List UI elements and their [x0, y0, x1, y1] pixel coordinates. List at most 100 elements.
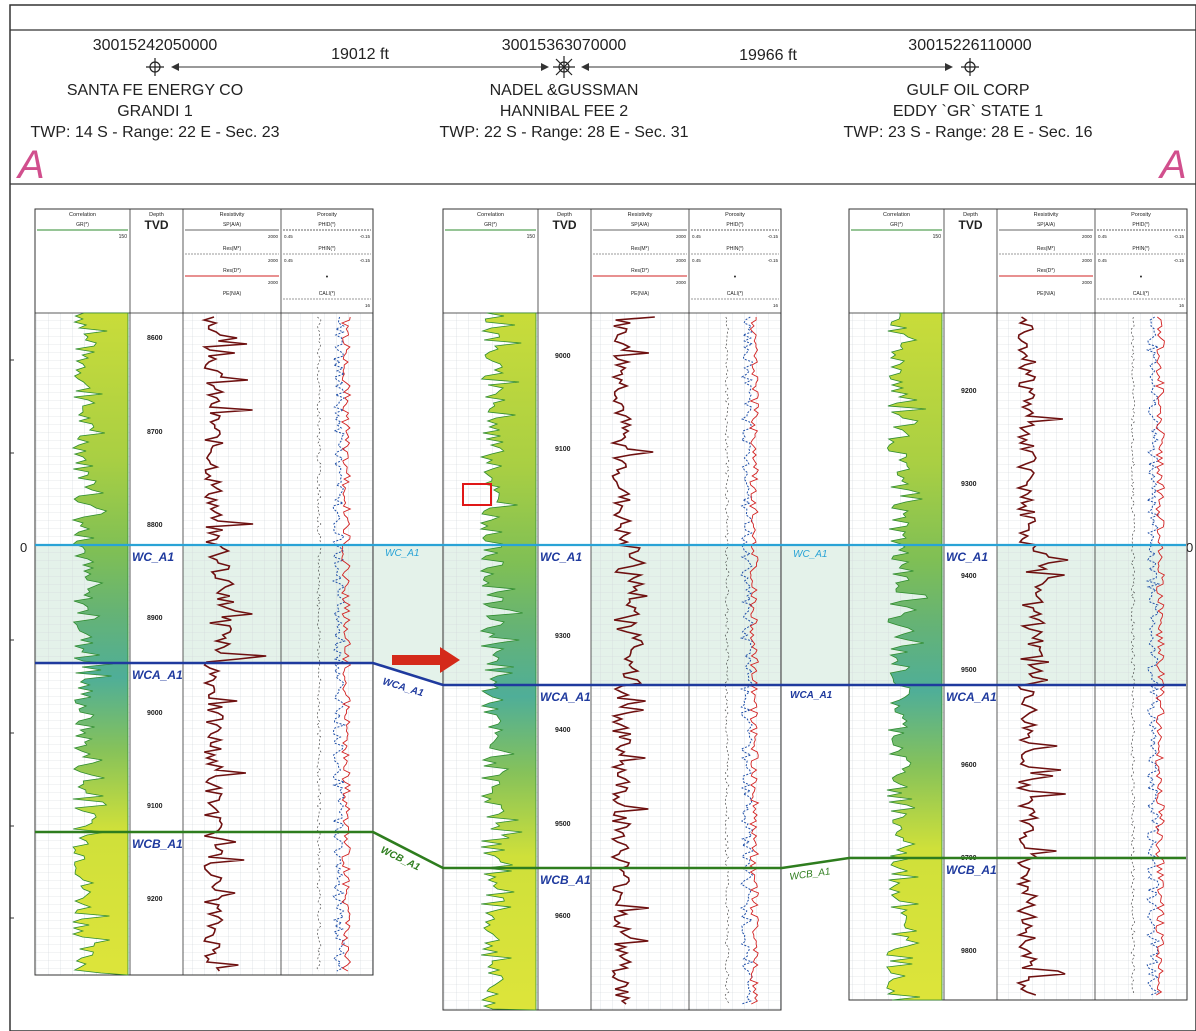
- correlation-label: WC_A1: [793, 549, 827, 560]
- header-res-scale: 2000: [268, 234, 279, 239]
- header-por-scale-a: 0.45: [1098, 258, 1107, 263]
- depth-track: [944, 313, 997, 1000]
- header-phid: PHID(*): [1132, 222, 1150, 228]
- header-tvd: TVD: [959, 218, 983, 232]
- depth-label: 9600: [961, 762, 977, 769]
- resistivity-curve: [1015, 316, 1069, 996]
- header-phin: PHIN(*): [1132, 246, 1150, 252]
- header-cali-scale: 16: [1179, 303, 1185, 308]
- neutron-porosity-curve: [739, 316, 754, 1005]
- header-gr-scale: 150: [119, 234, 128, 240]
- formation-top-label: WCA_A1: [946, 690, 997, 704]
- well-api: 30015363070000: [502, 37, 627, 54]
- header-marker: •: [1140, 274, 1143, 281]
- wca-top-line: [35, 661, 1186, 687]
- header-resm: Res(M*): [631, 246, 650, 252]
- header-porosity: Porosity: [725, 212, 745, 218]
- header-phin: PHIN(*): [726, 246, 744, 252]
- depth-label: 9000: [147, 710, 163, 717]
- gr-fill: [479, 312, 537, 1011]
- header-sp: SP(A/A): [1037, 222, 1055, 228]
- header-res-scale: 2000: [676, 280, 687, 285]
- header-porosity: Porosity: [317, 212, 337, 218]
- figure-frame: [9, 4, 1196, 1031]
- well-lease: GRANDI 1: [117, 103, 193, 120]
- header-depth: Depth: [963, 212, 978, 218]
- header-gr: GR(*): [890, 222, 903, 228]
- depth-label: 9400: [555, 727, 571, 734]
- distance-indicator-2: 19966 ft: [581, 47, 953, 71]
- well-location: TWP: 14 S - Range: 22 E - Sec. 23: [31, 124, 280, 141]
- header-gr-scale: 150: [527, 234, 536, 240]
- header-phin: PHIN(*): [318, 246, 336, 252]
- distance-label: 19012 ft: [331, 46, 389, 63]
- distance-label: 19966 ft: [739, 47, 797, 64]
- header-phid: PHID(*): [318, 222, 336, 228]
- section-label-left: A: [16, 143, 45, 187]
- depth-label: 9000: [555, 353, 571, 360]
- depth-label: 8900: [147, 615, 163, 622]
- header-sp: SP(A/A): [631, 222, 649, 228]
- header-pe: PE(N/A): [631, 291, 650, 297]
- caliper-curve: [316, 316, 322, 972]
- header-res-scale: 2000: [676, 258, 687, 263]
- wcb-top-line: [35, 830, 1186, 870]
- depth-label: 9600: [555, 913, 571, 920]
- formation-top-label: WCA_A1: [540, 690, 591, 704]
- density-porosity-curve: [340, 316, 352, 972]
- header-porosity: Porosity: [1131, 212, 1151, 218]
- track-header-box: [442, 208, 782, 314]
- formation-top-label: WCB_A1: [946, 863, 997, 877]
- depth-track: [538, 313, 591, 1010]
- header-phid: PHID(*): [726, 222, 744, 228]
- correlation-label: WCB_A1: [789, 866, 831, 883]
- header-resistivity: Resistivity: [1034, 212, 1059, 218]
- gr-fill: [886, 312, 943, 1001]
- vertical-scale-left: 0: [10, 359, 27, 919]
- formation-top-label: WC_A1: [540, 550, 582, 564]
- well-header-1: 30015242050000 SANTA FE ENERGY CO GRANDI…: [31, 37, 280, 141]
- well-api: 30015242050000: [93, 37, 218, 54]
- density-porosity-curve: [748, 317, 760, 1005]
- header-res-scale: 2000: [1082, 258, 1093, 263]
- well-api: 30015226110000: [908, 37, 1031, 54]
- header-resistivity: Resistivity: [220, 212, 245, 218]
- header-marker: •: [734, 274, 737, 281]
- neutron-porosity-curve: [331, 316, 347, 972]
- formation-top-label: WCA_A1: [132, 668, 183, 682]
- header-gr: GR(*): [484, 222, 497, 228]
- header-cali: CALI(*): [1133, 291, 1150, 297]
- track-header-box: [34, 208, 374, 314]
- depth-label: 9100: [555, 446, 571, 453]
- depth-label: 9200: [961, 388, 977, 395]
- depth-label: 9400: [961, 573, 977, 580]
- resistivity-curve: [609, 316, 655, 1005]
- header-resd: Res(D*): [223, 268, 241, 274]
- caliper-curve: [724, 316, 730, 1005]
- dry-hole-icon: [961, 58, 979, 76]
- depth-label: 9300: [555, 633, 571, 640]
- panel-border: [848, 208, 1188, 1001]
- header-tvd: TVD: [145, 218, 169, 232]
- header-resm: Res(M*): [1037, 246, 1056, 252]
- highlight-box: [462, 483, 492, 506]
- formation-top-label: WC_A1: [946, 550, 988, 564]
- density-porosity-curve: [1154, 316, 1166, 996]
- scale-zero-label: 0: [20, 540, 27, 555]
- well-operator: SANTA FE ENERGY CO: [67, 82, 243, 99]
- header-correlation: Correlation: [883, 212, 910, 218]
- header-por-scale-b: -0.15: [360, 234, 371, 239]
- header-por-scale-a: 0.45: [284, 258, 293, 263]
- header-res-scale: 2000: [676, 234, 687, 239]
- header-resistivity: Resistivity: [628, 212, 653, 218]
- header-res-scale: 2000: [268, 258, 279, 263]
- header-pe: PE(N/A): [223, 291, 242, 297]
- header-resm: Res(M*): [223, 246, 242, 252]
- header-por-scale-a: 0.45: [692, 234, 701, 239]
- header-resd: Res(D*): [1037, 268, 1055, 274]
- depth-label: 9500: [555, 821, 571, 828]
